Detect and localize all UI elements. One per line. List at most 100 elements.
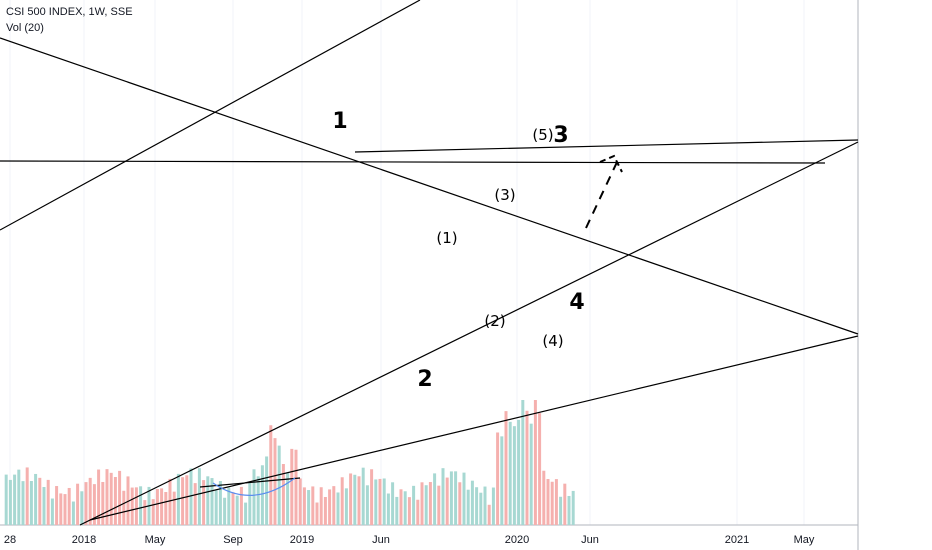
volume-bar [441, 468, 445, 525]
x-tick-label: May [145, 534, 166, 546]
volume-bar [55, 486, 59, 525]
volume-bar [34, 473, 38, 525]
volume-bar [323, 497, 327, 525]
volume-bar [239, 486, 243, 525]
volume-bar [504, 411, 508, 525]
volume-bar [76, 483, 80, 525]
volume-bar [84, 482, 88, 525]
x-tick-label: 2018 [72, 534, 96, 546]
volume-bar [101, 481, 105, 525]
volume-bar [571, 490, 575, 525]
volume-bar [252, 469, 256, 525]
volume-bar [290, 448, 294, 525]
volume-bar [46, 479, 50, 525]
volume-bar [92, 484, 96, 525]
wave-label: (4) [542, 332, 563, 350]
volume-bar [265, 456, 269, 525]
volume-bar [273, 438, 277, 525]
volume-bar [403, 491, 407, 525]
volume-bar [302, 487, 306, 525]
volume-bar [391, 482, 395, 525]
volume-bar [454, 471, 458, 525]
trendline [0, 160, 826, 164]
volume-bar [63, 494, 67, 525]
volume-bar [483, 486, 487, 525]
volume-bar [546, 479, 550, 525]
volume-bar [407, 497, 411, 525]
volume-bar [386, 493, 390, 525]
volume-bar [197, 468, 201, 525]
wave-label: 2 [417, 367, 432, 392]
volume-bar [487, 504, 491, 525]
symbol-legend[interactable]: CSI 500 INDEX, 1W, SSE [6, 6, 133, 18]
volume-bar [248, 482, 252, 525]
volume-bar [25, 467, 29, 525]
wave-label: (3) [494, 186, 515, 204]
volume-bar [109, 472, 113, 525]
volume-bar [357, 476, 361, 525]
volume-bar [533, 400, 537, 525]
trendlines [0, 0, 859, 526]
x-tick-label: 28 [4, 534, 16, 546]
volume-bar [134, 487, 138, 525]
volume-bar [344, 488, 348, 525]
x-tick-label: 2020 [505, 534, 529, 546]
volume-bar [281, 464, 285, 525]
volume-bar [298, 478, 302, 525]
x-tick-label: May [794, 534, 815, 546]
volume-bar [231, 492, 235, 525]
volume-bar [437, 485, 441, 525]
volume-bar [235, 495, 239, 525]
volume-bar [538, 413, 542, 525]
volume-legend[interactable]: Vol (20) [6, 22, 44, 34]
volume-bar [256, 476, 260, 525]
volume-bar [517, 419, 521, 525]
volume-bar [172, 491, 176, 525]
volume-bar [214, 490, 218, 525]
volume-bars [4, 400, 575, 525]
volume-bar [458, 482, 462, 525]
volume-bar [17, 469, 21, 525]
volume-bar [462, 472, 466, 525]
x-tick-label: Jun [581, 534, 599, 546]
volume-bar [567, 495, 571, 525]
volume-bar [294, 449, 298, 525]
trendline [0, 37, 859, 335]
volume-bar [286, 472, 290, 525]
volume-bar [151, 499, 155, 525]
volume-bar [193, 483, 197, 525]
volume-bar [349, 473, 353, 525]
volume-bar [269, 425, 273, 525]
volume-bar [332, 486, 336, 525]
volume-bar [416, 499, 420, 525]
volume-bar [529, 423, 533, 525]
volume-bar [475, 487, 479, 525]
volume-bar [105, 469, 109, 525]
volume-bar [244, 502, 248, 525]
volume-bar [563, 483, 567, 525]
volume-bar [307, 490, 311, 525]
volume-bar [399, 489, 403, 525]
volume-bar [210, 478, 214, 525]
volume-bar [38, 477, 42, 525]
volume-bar [496, 432, 500, 525]
volume-bar [168, 478, 172, 525]
volume-bar [176, 473, 180, 525]
wave-label: (2) [484, 312, 505, 330]
projection-arrow-head [599, 154, 623, 173]
projection-dashed-line [585, 159, 619, 229]
volume-bar [8, 479, 12, 525]
volume-bar [181, 477, 185, 525]
volume-bar [29, 480, 33, 525]
x-tick-label: 2021 [725, 534, 749, 546]
volume-bar [315, 502, 319, 525]
volume-bar [21, 481, 25, 525]
trendline [89, 335, 859, 521]
volume-bar [227, 487, 231, 525]
volume-bar [59, 493, 63, 525]
volume-bar [336, 492, 340, 525]
volume-bar [508, 421, 512, 525]
volume-bar [420, 482, 424, 525]
